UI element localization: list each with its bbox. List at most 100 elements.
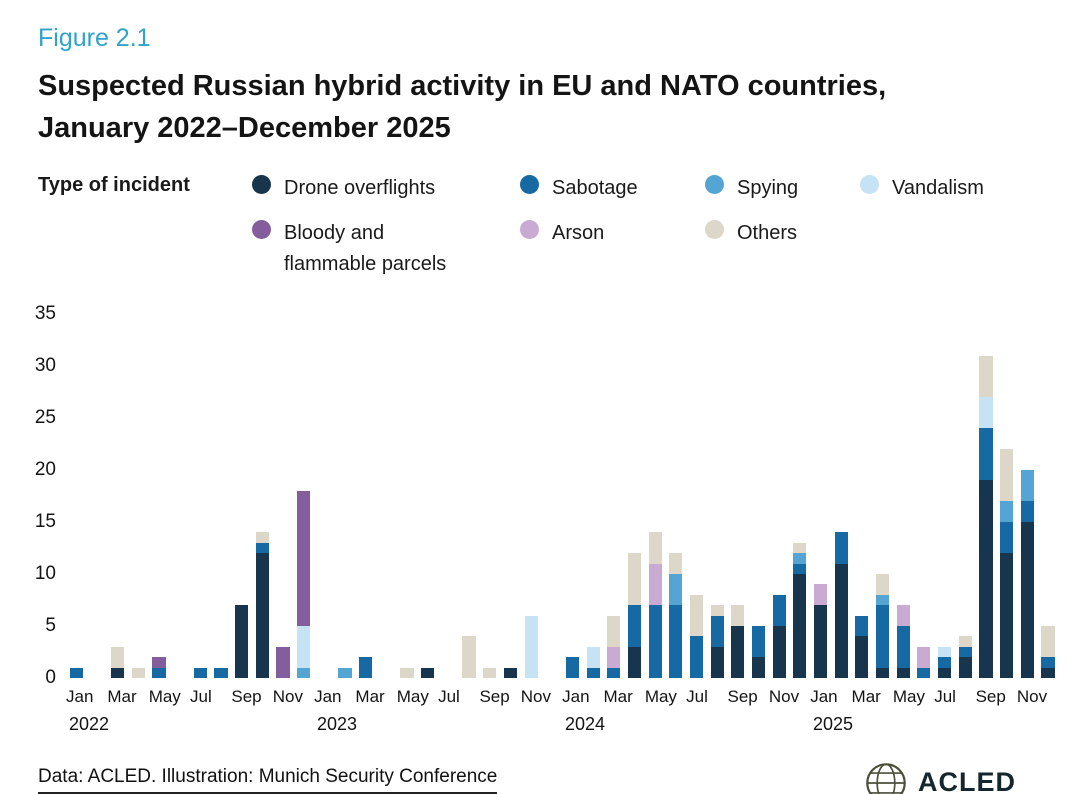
- y-tick-label: 10: [34, 563, 56, 584]
- bar-segment-sabotage: [896, 626, 910, 668]
- bar-slot: [707, 314, 728, 678]
- bar-slot: [128, 314, 149, 678]
- bar-slot: [603, 314, 624, 678]
- bar-segment-sabotage: [999, 522, 1014, 554]
- bar-slot: [810, 314, 831, 678]
- bar-segment-others: [255, 532, 269, 543]
- bar-segment-drone-overflights: [772, 626, 786, 678]
- bar: [669, 553, 683, 678]
- bar: [979, 355, 993, 678]
- bar-segment-bloody-and-flammable-parcels: [152, 657, 166, 668]
- bar-slot: [273, 314, 294, 678]
- bar-segment-others: [462, 636, 476, 678]
- bar-slot: [562, 314, 583, 678]
- bar-slot: [107, 314, 128, 678]
- bar-slot: [169, 314, 190, 678]
- y-tick-label: 5: [45, 615, 56, 636]
- bar-segment-others: [979, 355, 993, 398]
- credit-text: Data: ACLED. Illustration: Munich Securi…: [38, 766, 498, 794]
- x-tick-label: May: [644, 687, 677, 706]
- y-axis-labels: 0 5 10 15 20 25 30 35: [0, 303, 56, 688]
- y-tick-label: 20: [34, 459, 56, 480]
- x-tick-label: Jul: [438, 687, 460, 706]
- year-label: 2023: [316, 714, 358, 734]
- legend-heading: Type of incident: [38, 174, 190, 196]
- x-tick-label: May: [396, 687, 429, 706]
- bar: [400, 667, 414, 678]
- bar-slot: [149, 314, 170, 678]
- bar-segment-spying: [1020, 470, 1034, 502]
- bar-segment-others: [483, 667, 497, 678]
- bar-slot: [934, 314, 955, 678]
- bar-segment-sabotage: [875, 605, 890, 668]
- bar-segment-arson: [896, 605, 910, 627]
- bar-slot: [583, 314, 604, 678]
- bar-slot: [955, 314, 976, 678]
- bar-slot: [769, 314, 790, 678]
- bar-segment-sabotage: [937, 657, 952, 668]
- bar-slot: [397, 314, 418, 678]
- bar-segment-drone-overflights: [979, 480, 993, 678]
- x-tick-label: Sep: [231, 687, 262, 706]
- bar: [276, 646, 290, 678]
- bar-slot: [231, 314, 252, 678]
- x-tick-label: Mar: [851, 687, 881, 706]
- legend-row-1: Type of incident Drone overflights Sabota…: [38, 173, 1080, 204]
- bar: [235, 605, 249, 678]
- bar: [462, 636, 476, 678]
- x-tick-label: [831, 687, 852, 707]
- legend-item-label: Drone overflights: [284, 177, 436, 199]
- bar-segment-drone-overflights: [958, 657, 972, 678]
- x-tick-label: May: [148, 687, 181, 706]
- bar-segment-drone-overflights: [627, 646, 642, 678]
- bar-segment-drone-overflights: [875, 667, 890, 678]
- x-tick-label: Nov: [1016, 687, 1048, 706]
- plot-area: [66, 314, 1058, 678]
- bar-segment-sabotage: [648, 605, 662, 678]
- bar-slot: [976, 314, 997, 678]
- bar-segment-sabotage: [627, 605, 642, 647]
- bar-slot: [438, 314, 459, 678]
- bar-slot: [872, 314, 893, 678]
- year-labels: 2022 2023 2024 2025: [66, 714, 1058, 738]
- bar-segment-sabotage: [958, 646, 972, 658]
- bar-slot: [645, 314, 666, 678]
- legend-item-label: Spying: [737, 177, 799, 199]
- bar-segment-drone-overflights: [255, 553, 269, 678]
- bar: [855, 615, 869, 678]
- x-tick-label: [211, 687, 232, 707]
- bar-segment-spying: [338, 667, 352, 678]
- x-tick-label: [583, 687, 604, 707]
- bar: [958, 636, 972, 678]
- bar-segment-spying: [793, 553, 807, 564]
- bar-segment-sabotage: [855, 615, 869, 637]
- x-tick-label: Jan: [562, 687, 590, 706]
- bar: [214, 667, 228, 678]
- bar-segment-drone-overflights: [751, 657, 766, 678]
- chart: 0 5 10 15 20 25 30 35 Jan Mar May Jul Sep Nov Jan Mar M…: [0, 303, 1080, 738]
- bar: [565, 657, 580, 678]
- bar-segment-vandalism: [937, 646, 952, 658]
- bar-slot: [541, 314, 562, 678]
- bar-slot: [686, 314, 707, 678]
- x-tick-label: [1038, 687, 1059, 707]
- bar-segment-spying: [669, 574, 683, 606]
- bar: [999, 449, 1014, 678]
- bar-segment-vandalism: [586, 646, 600, 668]
- bar-segment-arson: [917, 646, 931, 668]
- x-tick-label: Jan: [66, 687, 94, 706]
- bar-slot: [624, 314, 645, 678]
- bar-segment-vandalism: [524, 615, 538, 678]
- bar: [813, 584, 828, 678]
- bar-slot: [376, 314, 397, 678]
- bar-segment-others: [710, 605, 724, 616]
- bar: [875, 574, 890, 678]
- bar-segment-others: [669, 553, 683, 575]
- bar: [359, 657, 373, 678]
- bar-segment-sabotage: [772, 594, 786, 626]
- bar: [689, 594, 704, 678]
- bar: [111, 646, 125, 678]
- bar-segment-sabotage: [69, 667, 83, 678]
- bar-slot: [87, 314, 108, 678]
- bar-slot: [479, 314, 500, 678]
